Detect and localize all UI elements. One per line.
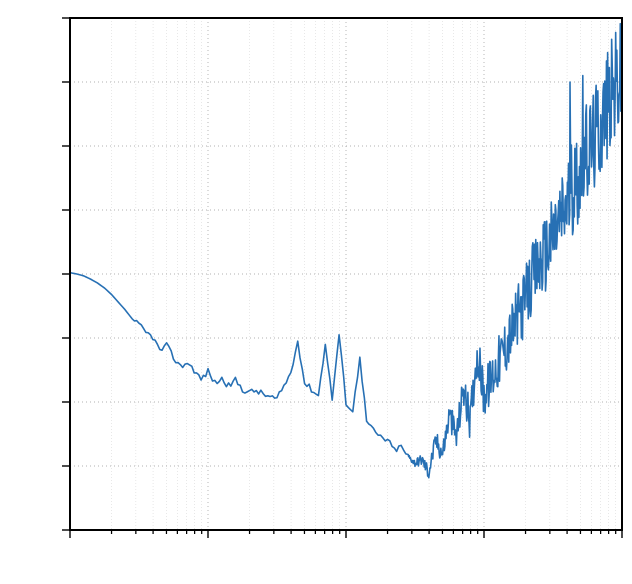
line-chart [0, 0, 632, 584]
chart-svg [0, 0, 632, 584]
